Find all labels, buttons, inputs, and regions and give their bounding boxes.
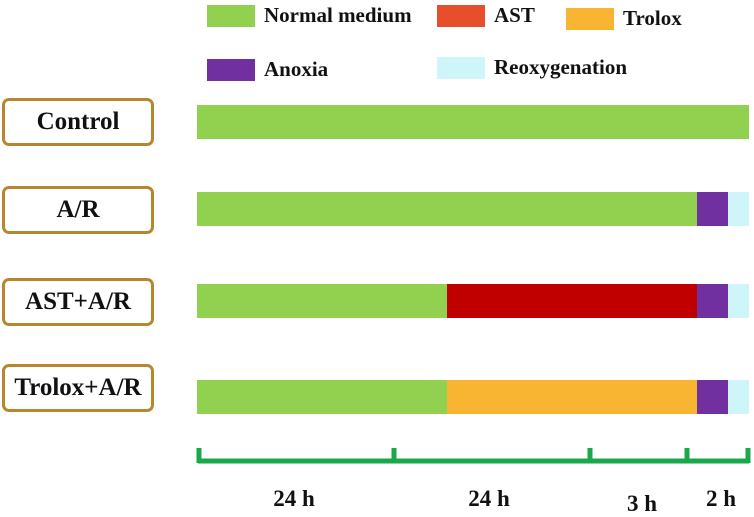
legend-anoxia: Anoxia <box>207 57 328 82</box>
bar-segment-reox <box>728 284 749 318</box>
duration-label-4: 2 h <box>705 486 737 511</box>
bar-segment-normal <box>197 284 447 318</box>
bar-segment-normal <box>197 192 697 226</box>
legend-swatch-anoxia <box>207 58 255 81</box>
group-label-ar: A/R <box>2 186 154 234</box>
duration-label-2: 24 h <box>468 486 510 511</box>
duration-label-3: 3 h <box>626 491 658 516</box>
bar-segment-anoxia <box>696 284 729 318</box>
group-label-ast-ar: AST+A/R <box>2 278 154 326</box>
group-label-trolox-ar: Trolox+A/R <box>2 364 154 412</box>
legend-label-trolox: Trolox <box>623 6 682 30</box>
legend-label-normal-medium: Normal medium <box>264 3 412 27</box>
bar-segment-ast <box>446 284 697 318</box>
legend-label-ast: AST <box>494 3 535 27</box>
bar-segment-reox <box>728 380 749 414</box>
bar-segment-anoxia <box>696 380 729 414</box>
bar-segment-normal <box>197 105 749 139</box>
legend-reoxygenation: Reoxygenation <box>437 55 627 80</box>
legend-swatch-reoxygenation <box>437 56 485 79</box>
bar-segment-normal <box>197 380 447 414</box>
bar-segment-reox <box>728 192 749 226</box>
duration-label-1: 24 h <box>273 486 315 511</box>
bar-segment-anoxia <box>696 192 729 226</box>
legend-swatch-trolox <box>566 7 614 30</box>
legend-swatch-normal-medium <box>207 4 255 27</box>
legend-trolox: Trolox <box>566 6 682 31</box>
legend-label-anoxia: Anoxia <box>264 57 329 81</box>
legend-swatch-ast <box>437 4 485 27</box>
bar-segment-trolox <box>446 380 697 414</box>
group-label-control: Control <box>2 98 154 146</box>
legend-label-reoxygenation: Reoxygenation <box>494 55 627 79</box>
legend-ast: AST <box>437 3 535 28</box>
legend-normal-medium: Normal medium <box>207 3 412 28</box>
